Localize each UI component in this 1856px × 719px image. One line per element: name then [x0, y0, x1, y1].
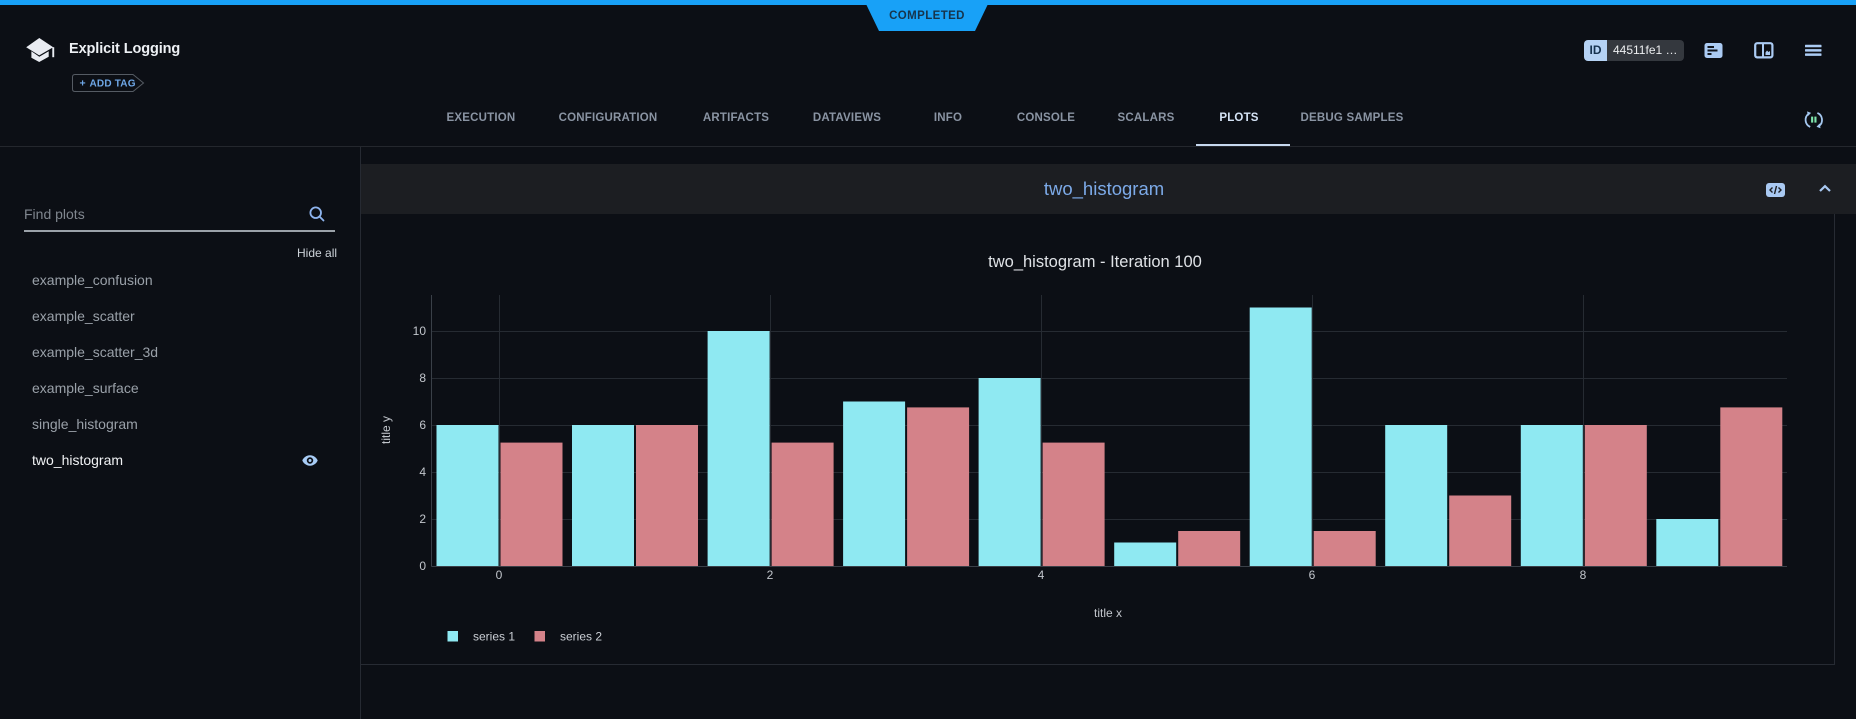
svg-text:series 2: series 2 [560, 630, 602, 644]
svg-text:title y: title y [379, 416, 393, 444]
svg-text:4: 4 [419, 465, 426, 479]
svg-text:two_histogram - Iteration 100: two_histogram - Iteration 100 [988, 253, 1202, 271]
svg-text:6: 6 [419, 418, 426, 432]
svg-text:series 1: series 1 [473, 630, 515, 644]
svg-text:0: 0 [496, 568, 503, 582]
svg-text:title x: title x [1094, 606, 1122, 620]
svg-text:0: 0 [419, 559, 426, 573]
svg-text:+: + [80, 78, 86, 90]
svg-text:8: 8 [419, 371, 426, 385]
svg-text:8: 8 [1580, 568, 1587, 582]
svg-text:ADD TAG: ADD TAG [90, 79, 136, 90]
svg-text:6: 6 [1309, 568, 1316, 582]
svg-text:10: 10 [413, 324, 427, 338]
svg-text:2: 2 [419, 512, 426, 526]
svg-text:2: 2 [767, 568, 774, 582]
svg-text:4: 4 [1038, 568, 1045, 582]
